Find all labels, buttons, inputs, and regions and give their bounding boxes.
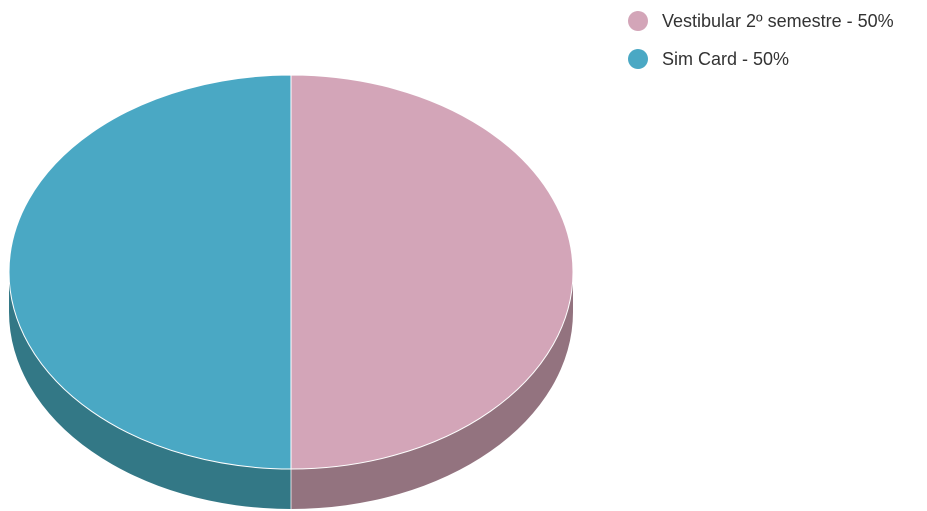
pie-slice-1[interactable] — [8, 74, 292, 470]
legend-swatch-vestibular — [628, 11, 648, 31]
legend-item-vestibular[interactable]: Vestibular 2º semestre - 50% — [628, 10, 894, 32]
legend-swatch-sim-card — [628, 49, 648, 69]
legend-label-sim-card: Sim Card - 50% — [662, 48, 790, 69]
legend-item-sim-card[interactable]: Sim Card - 50% — [628, 48, 894, 70]
legend-label-vestibular: Vestibular 2º semestre - 50% — [662, 10, 894, 31]
chart-legend: Vestibular 2º semestre - 50% Sim Card - … — [628, 10, 894, 70]
pie-slice-0[interactable] — [290, 74, 574, 470]
